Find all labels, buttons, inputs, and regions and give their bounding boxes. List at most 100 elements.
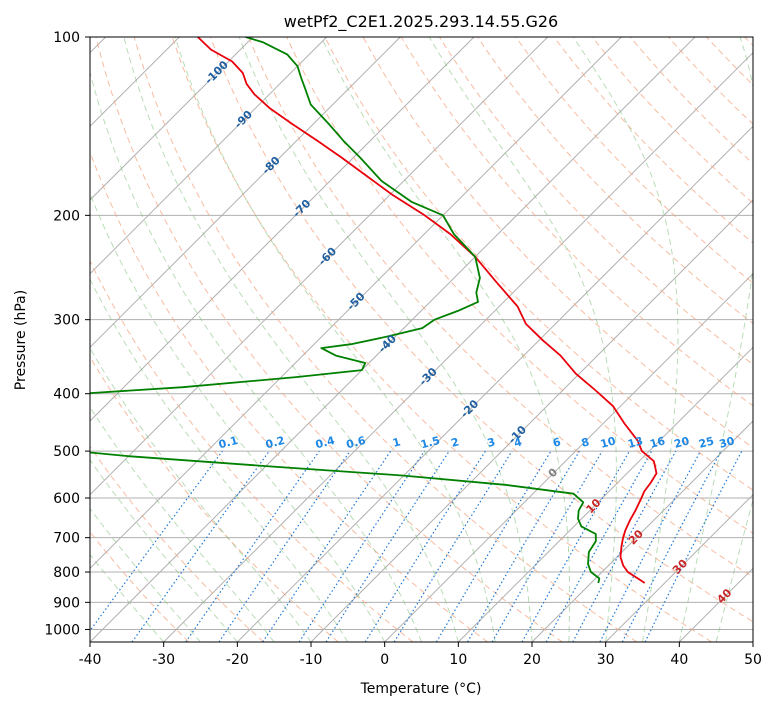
mixing-ratio-line bbox=[90, 450, 223, 632]
moist-adiabat bbox=[174, 37, 496, 642]
x-tick-label: 20 bbox=[523, 652, 541, 668]
moist-adiabat bbox=[238, 37, 533, 642]
mixing-ratio-label: 4 bbox=[513, 435, 524, 450]
isotherm-line bbox=[90, 37, 401, 349]
axis-layer: -40 -30 -20 -10 0 10 20 30 40 5010020030040050060… bbox=[44, 30, 762, 668]
dry-adiabat bbox=[90, 259, 414, 642]
dry-adiabat bbox=[90, 356, 339, 642]
dry-adiabat bbox=[95, 37, 563, 642]
isotherm-line bbox=[384, 272, 753, 642]
mixing-ratio-label: 0.1 bbox=[217, 434, 239, 452]
isotherm-line bbox=[236, 125, 753, 642]
mixing-ratio-label: 16 bbox=[648, 434, 666, 451]
x-tick-label: 50 bbox=[744, 652, 762, 668]
isotherm-line bbox=[531, 420, 753, 642]
moist-adiabat bbox=[90, 459, 238, 642]
x-axis-title: Temperature (°C) bbox=[360, 681, 482, 697]
plot-frame bbox=[89, 36, 754, 643]
x-tick-label: -40 bbox=[79, 652, 102, 668]
isotherm-line bbox=[90, 37, 549, 496]
plot-area bbox=[90, 37, 753, 642]
mixing-ratio-line bbox=[185, 450, 320, 642]
mixing-ratio-label: 8 bbox=[580, 435, 591, 450]
x-tick-label: -10 bbox=[300, 652, 323, 668]
dry-adiabat bbox=[286, 37, 753, 534]
moist-adiabat bbox=[678, 37, 753, 642]
x-tick-label: 40 bbox=[670, 652, 688, 668]
profile-layer bbox=[90, 37, 658, 584]
mixing-ratio-line bbox=[393, 450, 513, 642]
isotherm-line bbox=[90, 37, 328, 275]
x-tick-label: -30 bbox=[152, 652, 175, 668]
moist-adiabat bbox=[90, 406, 275, 642]
y-tick-label: 1000 bbox=[44, 622, 80, 638]
mixing-ratio-label: 1 bbox=[391, 435, 402, 450]
dry-adiabat bbox=[133, 37, 638, 642]
mixing-ratio-line bbox=[298, 450, 425, 642]
y-tick-label: 500 bbox=[53, 444, 80, 460]
chart-title: wetPf2_C2E1.2025.293.14.55.G26 bbox=[284, 12, 558, 32]
mixing-ratio-label: 0.6 bbox=[345, 434, 368, 452]
x-tick-label: 10 bbox=[449, 652, 467, 668]
y-axis-title: Pressure (hPa) bbox=[13, 290, 29, 390]
moist-adiabat bbox=[320, 37, 571, 642]
y-tick-label: 400 bbox=[53, 387, 80, 403]
mixing-ratio-layer bbox=[90, 450, 743, 642]
mixing-ratio-label: 0.2 bbox=[264, 434, 286, 452]
y-tick-label: 600 bbox=[53, 491, 80, 507]
dry-adiabat bbox=[210, 37, 753, 623]
mixing-ratio-label: 1.5 bbox=[419, 434, 441, 452]
y-tick-label: 300 bbox=[53, 313, 80, 329]
isotherm-line bbox=[605, 493, 753, 642]
isotherm-line bbox=[90, 37, 254, 201]
isotherm-line bbox=[90, 37, 475, 422]
dry-adiabat bbox=[515, 37, 753, 284]
isotherm-line bbox=[90, 37, 622, 570]
mixing-ratio-label: 6 bbox=[551, 435, 562, 450]
mixing-ratio-label: 0.4 bbox=[314, 434, 337, 452]
x-tick-label: 0 bbox=[380, 652, 389, 668]
mixing-ratio-label: 13 bbox=[626, 434, 644, 451]
dry-adiabat bbox=[171, 37, 712, 642]
moist-adiabat bbox=[90, 192, 386, 642]
y-tick-label: 700 bbox=[53, 531, 80, 547]
y-tick-label: 100 bbox=[53, 30, 80, 46]
mixing-ratio-line bbox=[262, 450, 392, 642]
moist-adiabat bbox=[90, 507, 201, 642]
mixing-ratio-line bbox=[218, 450, 351, 642]
moist-adiabat bbox=[123, 37, 459, 642]
isotherm-line bbox=[163, 51, 753, 642]
moist-adiabat bbox=[90, 347, 312, 642]
y-tick-label: 200 bbox=[53, 208, 80, 224]
mixing-ratio-label: 25 bbox=[697, 434, 715, 451]
moist-adiabat bbox=[428, 37, 617, 642]
y-tick-label: 900 bbox=[53, 595, 80, 611]
dry-adiabat bbox=[248, 37, 753, 578]
moist-adiabat bbox=[90, 70, 422, 642]
moist-adiabat bbox=[90, 278, 349, 642]
mixing-ratio-label: 2 bbox=[450, 435, 461, 450]
mixing-ratio-line bbox=[521, 450, 631, 642]
adiabat-layer bbox=[90, 37, 753, 642]
temperature-profile-line bbox=[197, 37, 658, 584]
mixing-ratio-label: 10 bbox=[599, 434, 617, 451]
dry-adiabat bbox=[324, 37, 753, 491]
y-tick-label: 800 bbox=[53, 565, 80, 581]
mixing-ratio-line bbox=[572, 450, 677, 642]
mixing-ratio-label: 3 bbox=[486, 435, 497, 450]
moist-adiabat bbox=[90, 553, 165, 642]
moist-adiabat bbox=[715, 497, 753, 642]
dry-adiabat bbox=[90, 445, 264, 642]
dewpoint-profile-line bbox=[90, 37, 601, 584]
mixing-ratio-line bbox=[644, 450, 743, 642]
mixing-ratio-line bbox=[131, 450, 270, 642]
isotherm-line bbox=[457, 346, 753, 642]
x-tick-label: -20 bbox=[226, 652, 249, 668]
mixing-ratio-line bbox=[325, 450, 450, 642]
x-tick-label: 30 bbox=[597, 652, 615, 668]
moist-adiabat bbox=[572, 37, 679, 642]
mixing-ratio-label: 30 bbox=[718, 434, 736, 451]
mixing-ratio-label: 20 bbox=[673, 434, 691, 451]
